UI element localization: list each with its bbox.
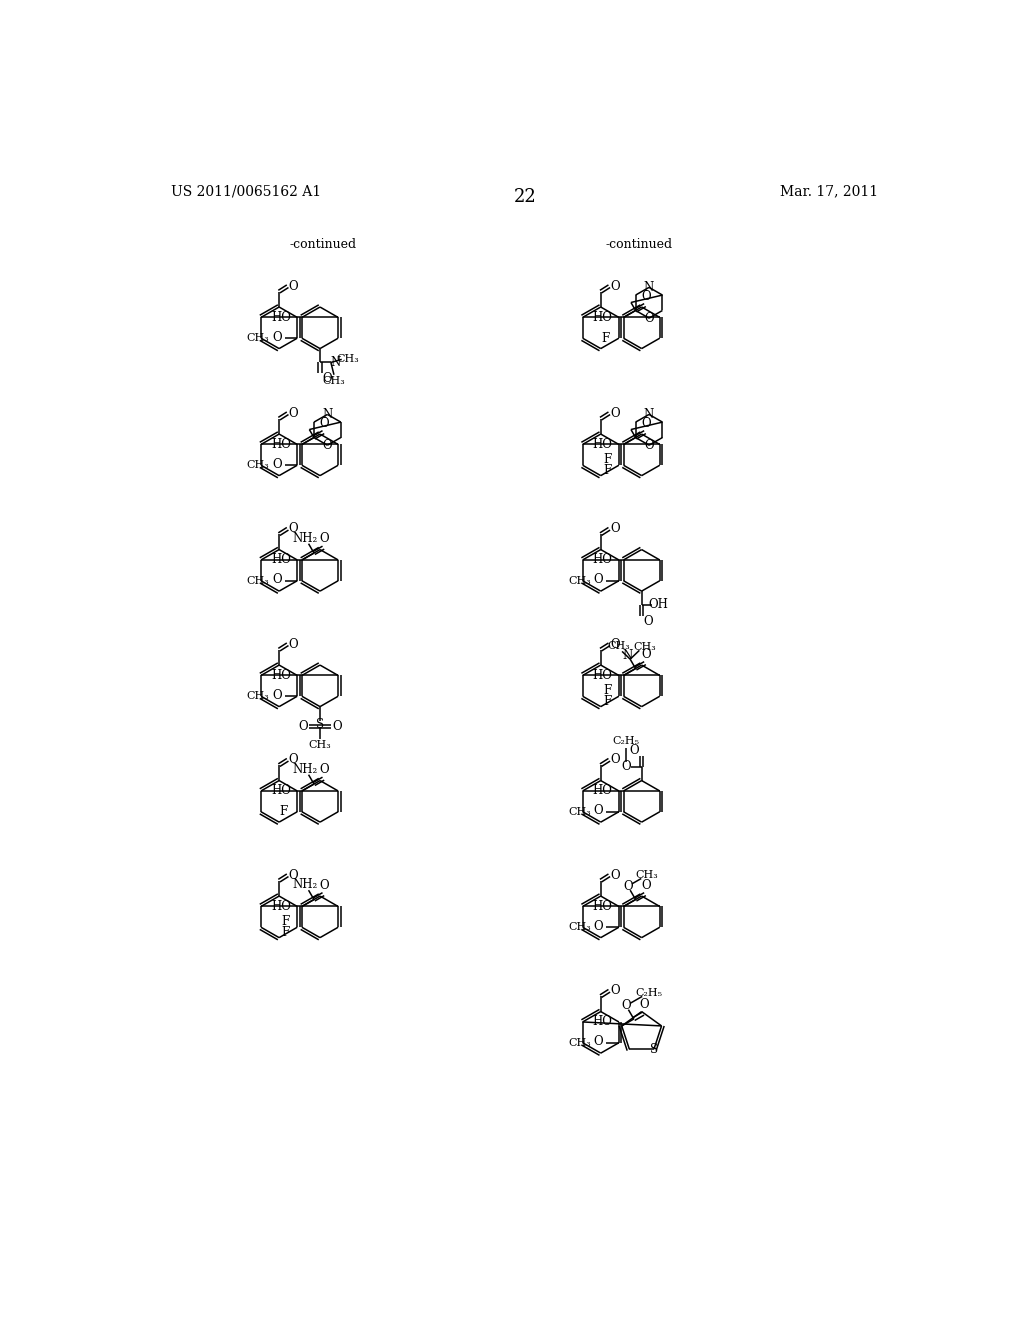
Text: O: O [319,763,330,776]
Text: Mar. 17, 2011: Mar. 17, 2011 [780,185,879,198]
Text: O: O [610,638,620,651]
Text: O: O [644,312,654,325]
Text: O: O [610,985,620,998]
Text: CH₃: CH₃ [323,376,345,385]
Text: CH₃: CH₃ [247,333,269,343]
Text: CH₃: CH₃ [247,692,269,701]
Text: HO: HO [593,669,612,682]
Text: O: O [623,879,633,892]
Text: O: O [332,721,342,733]
Text: O: O [289,638,298,651]
Text: O: O [289,754,298,767]
Text: HO: HO [271,784,291,797]
Text: O: O [622,999,631,1012]
Text: CH₃: CH₃ [634,643,656,652]
Text: CH₃: CH₃ [568,1038,591,1048]
Text: O: O [641,417,651,430]
Text: O: O [323,438,332,451]
Text: CH₃: CH₃ [247,576,269,586]
Text: -continued: -continued [606,238,673,251]
Text: F: F [282,915,290,928]
Text: CH₃: CH₃ [607,642,631,651]
Text: O: O [630,744,639,758]
Text: O: O [594,920,603,933]
Text: N: N [331,356,341,370]
Text: CH₃: CH₃ [337,354,359,364]
Text: F: F [603,684,611,697]
Text: OH: OH [649,598,669,611]
Text: O: O [289,280,298,293]
Text: O: O [289,523,298,536]
Text: CH₃: CH₃ [568,576,591,586]
Text: O: O [641,648,651,661]
Text: 22: 22 [513,187,537,206]
Text: CH₃: CH₃ [568,923,591,932]
Text: O: O [610,754,620,767]
Text: HO: HO [593,438,612,451]
Text: O: O [644,438,654,451]
Text: HO: HO [271,900,291,913]
Text: C₂H₅: C₂H₅ [636,987,663,998]
Text: HO: HO [593,553,612,566]
Text: O: O [289,869,298,882]
Text: F: F [280,805,288,818]
Text: NH₂: NH₂ [293,763,318,776]
Text: O: O [272,689,282,702]
Text: O: O [610,523,620,536]
Text: HO: HO [271,669,291,682]
Text: CH₃: CH₃ [247,461,269,470]
Text: O: O [622,760,631,774]
Text: HO: HO [271,312,291,323]
Text: S: S [650,1043,658,1056]
Text: CH₃: CH₃ [635,870,658,880]
Text: HO: HO [593,900,612,913]
Text: HO: HO [593,784,612,797]
Text: N: N [323,408,333,421]
Text: O: O [644,615,653,628]
Text: N: N [644,281,654,294]
Text: F: F [603,696,611,708]
Text: O: O [594,573,603,586]
Text: N: N [644,408,654,421]
Text: O: O [319,532,330,545]
Text: US 2011/0065162 A1: US 2011/0065162 A1 [171,185,321,198]
Text: F: F [601,331,609,345]
Text: O: O [594,1035,603,1048]
Text: O: O [319,879,330,892]
Text: HO: HO [271,553,291,566]
Text: O: O [594,804,603,817]
Text: NH₂: NH₂ [293,532,318,545]
Text: HO: HO [593,1015,612,1028]
Text: O: O [319,417,330,430]
Text: O: O [610,869,620,882]
Text: O: O [289,407,298,420]
Text: O: O [610,407,620,420]
Text: O: O [323,372,332,385]
Text: O: O [641,879,651,892]
Text: O: O [272,331,282,345]
Text: O: O [641,290,651,302]
Text: -continued: -continued [290,238,356,251]
Text: O: O [272,458,282,471]
Text: F: F [603,453,611,466]
Text: N: N [623,648,633,661]
Text: O: O [610,280,620,293]
Text: F: F [282,927,290,939]
Text: CH₃: CH₃ [308,741,332,750]
Text: CH₃: CH₃ [568,807,591,817]
Text: HO: HO [593,312,612,323]
Text: HO: HO [271,438,291,451]
Text: NH₂: NH₂ [293,878,318,891]
Text: O: O [272,573,282,586]
Text: F: F [603,465,611,477]
Text: O: O [640,998,649,1011]
Text: S: S [316,718,324,731]
Text: O: O [298,721,308,733]
Text: C₂H₅: C₂H₅ [612,735,640,746]
